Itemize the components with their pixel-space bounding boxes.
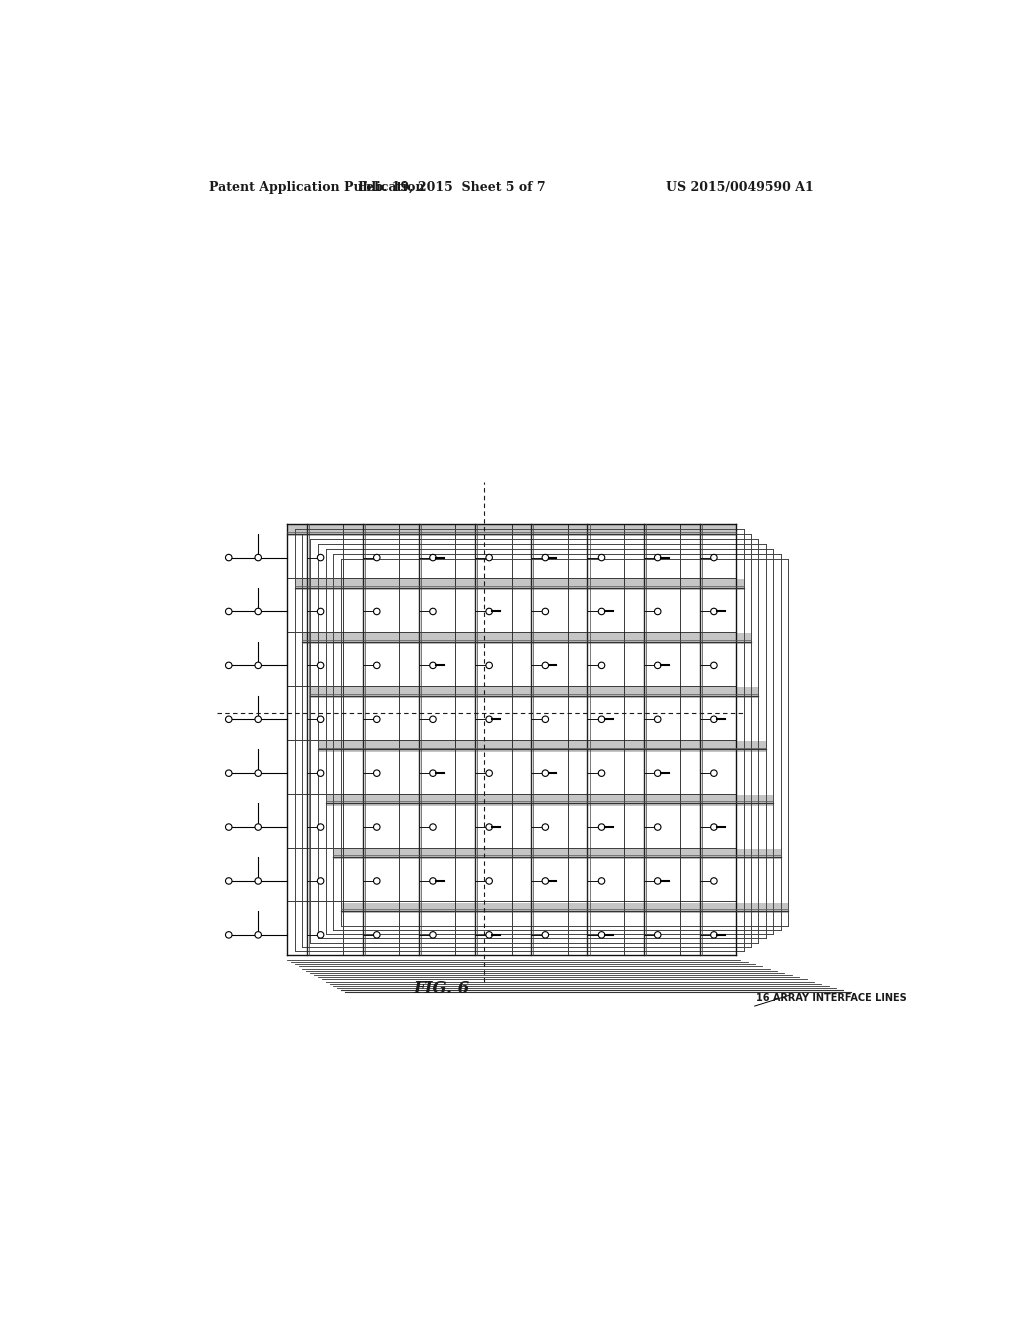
Circle shape	[255, 878, 261, 884]
Text: 16 ARRAY INTERFACE LINES: 16 ARRAY INTERFACE LINES	[756, 993, 906, 1003]
Circle shape	[486, 878, 493, 884]
Circle shape	[225, 663, 232, 669]
Circle shape	[374, 824, 380, 830]
Circle shape	[654, 715, 660, 722]
Circle shape	[225, 715, 232, 722]
Circle shape	[654, 932, 660, 939]
Text: US 2015/0049590 A1: US 2015/0049590 A1	[667, 181, 814, 194]
Circle shape	[486, 770, 493, 776]
Text: FIG. 6: FIG. 6	[414, 979, 470, 997]
Circle shape	[542, 824, 549, 830]
Circle shape	[598, 554, 605, 561]
Circle shape	[374, 609, 380, 615]
Circle shape	[711, 715, 717, 722]
Circle shape	[255, 715, 261, 722]
Circle shape	[711, 609, 717, 615]
Bar	[326, 795, 773, 805]
Circle shape	[317, 715, 324, 722]
Circle shape	[374, 770, 380, 776]
Circle shape	[486, 715, 493, 722]
Circle shape	[711, 932, 717, 939]
Circle shape	[598, 770, 605, 776]
Text: Feb. 19, 2015  Sheet 5 of 7: Feb. 19, 2015 Sheet 5 of 7	[358, 181, 546, 194]
Circle shape	[654, 609, 660, 615]
Circle shape	[654, 663, 660, 669]
Circle shape	[255, 770, 261, 776]
Bar	[341, 903, 787, 913]
Circle shape	[598, 878, 605, 884]
Circle shape	[711, 824, 717, 830]
Circle shape	[430, 663, 436, 669]
Circle shape	[225, 770, 232, 776]
Circle shape	[486, 609, 493, 615]
Circle shape	[654, 824, 660, 830]
Circle shape	[430, 932, 436, 939]
Circle shape	[255, 554, 261, 561]
Bar	[334, 849, 780, 859]
Circle shape	[542, 715, 549, 722]
Circle shape	[430, 878, 436, 884]
Circle shape	[225, 932, 232, 939]
Circle shape	[374, 663, 380, 669]
Circle shape	[317, 770, 324, 776]
Circle shape	[486, 824, 493, 830]
Circle shape	[654, 878, 660, 884]
Circle shape	[654, 554, 660, 561]
Circle shape	[374, 715, 380, 722]
Circle shape	[486, 663, 493, 669]
Circle shape	[598, 932, 605, 939]
Circle shape	[317, 932, 324, 939]
Circle shape	[542, 878, 549, 884]
Circle shape	[430, 609, 436, 615]
Bar	[295, 579, 743, 590]
Circle shape	[542, 554, 549, 561]
Circle shape	[542, 932, 549, 939]
Circle shape	[317, 878, 324, 884]
Circle shape	[317, 609, 324, 615]
Circle shape	[255, 663, 261, 669]
Circle shape	[255, 932, 261, 939]
Bar	[317, 741, 766, 751]
Circle shape	[598, 824, 605, 830]
Circle shape	[374, 554, 380, 561]
Circle shape	[486, 554, 493, 561]
Circle shape	[542, 770, 549, 776]
Circle shape	[711, 878, 717, 884]
Circle shape	[430, 824, 436, 830]
Circle shape	[542, 609, 549, 615]
Circle shape	[542, 663, 549, 669]
Bar	[310, 686, 759, 698]
Circle shape	[711, 663, 717, 669]
Circle shape	[654, 770, 660, 776]
Circle shape	[598, 609, 605, 615]
Circle shape	[598, 663, 605, 669]
Circle shape	[374, 878, 380, 884]
Circle shape	[317, 554, 324, 561]
Circle shape	[225, 554, 232, 561]
Bar	[302, 634, 751, 644]
Circle shape	[711, 554, 717, 561]
Bar	[287, 525, 736, 536]
Circle shape	[225, 609, 232, 615]
Circle shape	[317, 824, 324, 830]
Circle shape	[598, 715, 605, 722]
Circle shape	[430, 770, 436, 776]
Text: Patent Application Publication: Patent Application Publication	[209, 181, 425, 194]
Circle shape	[255, 609, 261, 615]
Circle shape	[225, 878, 232, 884]
Circle shape	[255, 824, 261, 830]
Circle shape	[374, 932, 380, 939]
Circle shape	[225, 824, 232, 830]
Circle shape	[430, 715, 436, 722]
Circle shape	[711, 770, 717, 776]
Circle shape	[317, 663, 324, 669]
Circle shape	[430, 554, 436, 561]
Circle shape	[486, 932, 493, 939]
